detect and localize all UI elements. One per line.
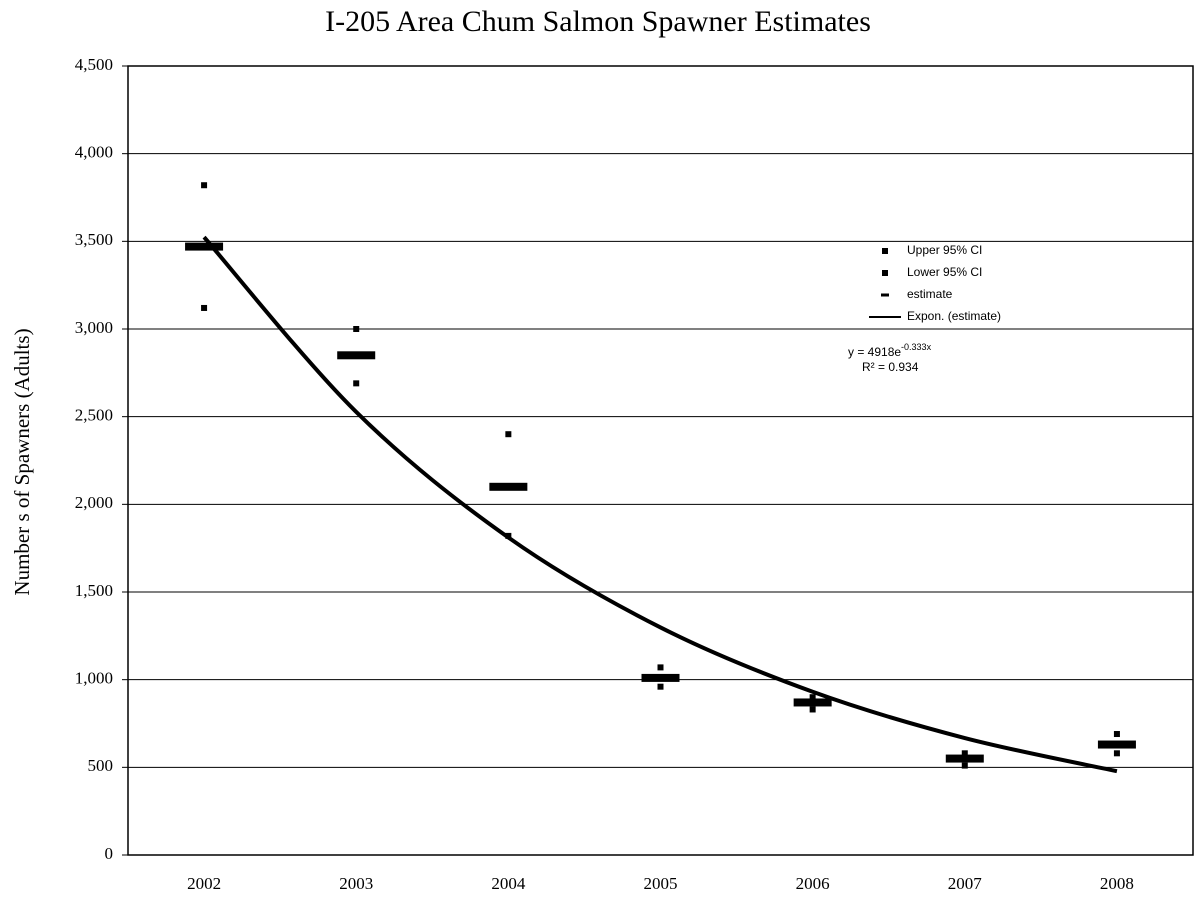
estimate-marker [1097,740,1136,749]
ci-marker [961,750,968,757]
chart-title: I-205 Area Chum Salmon Spawner Estimates [325,5,871,38]
plot-border [127,65,1194,856]
estimate-marker [185,242,224,251]
trend-equation: y = 4918e-0.333x [848,342,932,359]
ci-marker [201,182,208,189]
ci-marker [1113,750,1120,757]
estimate-marker [641,673,680,682]
r-squared: R² = 0.934 [862,360,919,374]
x-tick-label: 2005 [644,874,678,893]
x-tick-label: 2003 [339,874,373,893]
y-tick-label: 0 [105,844,114,863]
ci-marker [353,326,360,332]
y-axis-label: Number s of Spawners (Adults) [10,328,34,595]
estimate-marker [945,754,984,763]
ci-marker [961,762,968,769]
y-tick-label: 500 [88,756,114,775]
x-tick-label: 2006 [796,874,830,893]
x-tick-label: 2007 [948,874,983,893]
ci-marker [1113,731,1120,738]
legend-label: Expon. (estimate) [907,309,1001,323]
y-tick-label: 4,500 [75,55,113,74]
y-tick-label: 3,000 [75,318,113,337]
equation-base: y = 4918e [848,345,901,359]
legend-marker [882,270,888,276]
x-tick-label: 2008 [1100,874,1134,893]
x-tick-label: 2004 [491,874,526,893]
legend-marker [882,248,888,254]
y-tick-label: 2,000 [75,493,113,512]
y-tick-label: 3,500 [75,230,113,249]
y-tick-label: 1,000 [75,669,113,688]
ci-marker [657,664,664,671]
ci-marker [201,304,208,311]
estimate-marker [793,698,832,707]
estimate-marker [337,351,376,360]
ci-marker [809,694,816,701]
estimate-marker [489,482,528,491]
legend-label: estimate [907,287,953,301]
ci-marker [809,706,816,713]
ci-marker [353,380,360,387]
legend-label: Upper 95% CI [907,243,982,257]
ci-marker [657,683,664,690]
equation-exponent: -0.333x [901,342,932,352]
legend-marker [881,293,889,297]
y-tick-label: 2,500 [75,406,113,425]
x-tick-label: 2002 [187,874,221,893]
ci-marker [505,431,512,438]
legend-label: Lower 95% CI [907,265,982,279]
y-tick-label: 1,500 [75,581,113,600]
y-tick-label: 4,000 [75,143,113,162]
trend-line [202,235,1118,774]
